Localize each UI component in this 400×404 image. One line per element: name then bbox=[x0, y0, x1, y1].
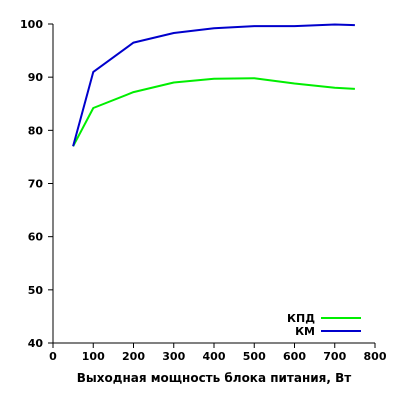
x-tick-label: 300 bbox=[162, 350, 185, 363]
legend-label: КПД bbox=[287, 312, 315, 325]
x-tick-label: 500 bbox=[243, 350, 266, 363]
x-tick-label: 600 bbox=[283, 350, 306, 363]
y-tick-label: 50 bbox=[28, 284, 44, 297]
y-tick-label: 60 bbox=[28, 231, 44, 244]
x-tick-label: 0 bbox=[49, 350, 57, 363]
x-axis-title: Выходная мощность блока питания, Вт bbox=[77, 371, 352, 385]
x-tick-label: 400 bbox=[203, 350, 226, 363]
axes bbox=[52, 24, 375, 344]
x-tick-label: 100 bbox=[82, 350, 105, 363]
y-tick-label: 90 bbox=[28, 71, 44, 84]
series-line bbox=[72, 23, 355, 147]
x-tick-label: 200 bbox=[122, 350, 145, 363]
x-tick-label: 800 bbox=[364, 350, 387, 363]
y-ticks: 40 50 60 70 80 90 100 bbox=[20, 18, 53, 350]
y-tick-label: 40 bbox=[28, 337, 44, 350]
x-ticks: 0 100 200 300 400 500 600 700 800 bbox=[49, 343, 387, 363]
x-tick-label: 700 bbox=[323, 350, 346, 363]
y-tick-label: 100 bbox=[20, 18, 43, 31]
series-lines bbox=[72, 23, 355, 147]
y-tick-label: 70 bbox=[28, 178, 44, 191]
series-line bbox=[72, 77, 355, 147]
legend-label: КМ bbox=[295, 325, 315, 338]
y-tick-label: 80 bbox=[28, 124, 44, 137]
